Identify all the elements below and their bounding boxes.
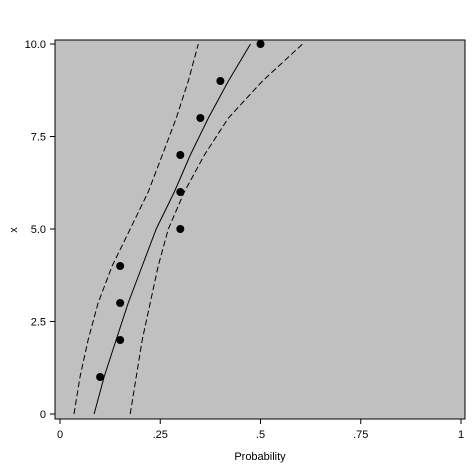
data-point-9 — [256, 40, 265, 48]
data-point-7 — [196, 114, 205, 122]
data-point-3 — [116, 262, 125, 270]
x-axis: 0 .25 .5 .75 1 — [57, 419, 464, 441]
fit-curve-0 — [93, 43, 251, 415]
y-tick-label-1: 2.5 — [31, 317, 46, 329]
confidence-band-curve-1 — [73, 43, 199, 415]
plot-area — [54, 39, 466, 420]
curves — [73, 43, 303, 415]
x-tick-label-1: .25 — [153, 429, 168, 441]
data-point-0 — [96, 373, 105, 381]
data-points — [96, 40, 265, 381]
confidence-band-curve-2 — [129, 43, 303, 415]
data-point-2 — [116, 299, 125, 307]
y-tick-label-3: 7.5 — [31, 132, 46, 144]
x-axis-title: Probability — [234, 451, 286, 463]
x-tick-label-4: 1 — [458, 429, 464, 441]
y-tick-label-4: 10.0 — [25, 39, 46, 51]
x-tick-label-0: 0 — [57, 429, 63, 441]
y-axis-title: x — [8, 227, 20, 233]
data-point-8 — [216, 77, 225, 85]
data-point-6 — [176, 151, 185, 159]
data-point-4 — [176, 225, 185, 233]
y-tick-label-2: 5.0 — [31, 224, 46, 236]
x-tick-label-2: .5 — [256, 429, 265, 441]
data-point-5 — [176, 188, 185, 196]
y-axis: 0 2.5 5.0 7.5 10.0 — [25, 39, 55, 421]
x-tick-label-3: .75 — [353, 429, 368, 441]
data-point-1 — [116, 336, 125, 344]
y-tick-label-0: 0 — [40, 409, 46, 421]
